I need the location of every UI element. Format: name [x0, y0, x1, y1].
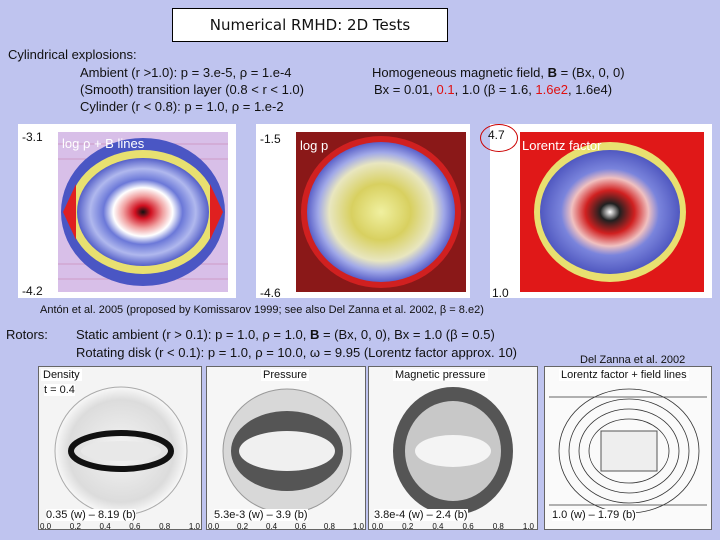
plot1-label: log ρ + B lines	[62, 136, 145, 151]
tick: 0.6	[129, 522, 141, 531]
plot-log-rho	[18, 124, 236, 298]
tick: 0.2	[236, 522, 249, 531]
title-text: Numerical RMHD: 2D Tests	[209, 16, 411, 34]
tick: 0.8	[492, 522, 504, 531]
panel-pressure: Pressure	[206, 366, 366, 530]
plot1-max: -3.1	[22, 130, 43, 144]
magnetic-x-ticks: 0.0 0.2 0.4 0.6 0.8 1.0	[372, 522, 534, 531]
plot3-label: Lorentz factor	[522, 138, 602, 153]
tick: 1.0	[352, 522, 364, 531]
cyl-transition: (Smooth) transition layer (0.8 < r < 1.0…	[80, 82, 304, 97]
tick: 0.8	[323, 522, 335, 531]
tick: 1.0	[188, 522, 200, 531]
plot2-max: -1.5	[260, 132, 281, 146]
plot1-min: -4.2	[22, 284, 43, 298]
pressure-x-ticks: 0.0 0.2 0.4 0.6 0.8 1.0	[208, 522, 364, 531]
plot3-min: 1.0	[492, 286, 509, 300]
plot-lorentz-image	[520, 132, 704, 292]
cyl-field: Homogeneous magnetic field, B = (Bx, 0, …	[372, 64, 625, 81]
rotors-static-text: Static ambient (r > 0.1): p = 1.0, ρ = 1…	[76, 327, 310, 342]
lorentz-field-title: Lorentz factor + field lines	[559, 369, 689, 381]
tick: 0.8	[159, 522, 171, 531]
panel-lorentz-field: Lorentz factor + field lines	[544, 366, 712, 530]
field-bold: B	[547, 65, 557, 80]
tick: 0.0	[372, 522, 384, 531]
pressure-image	[207, 367, 365, 529]
density-image	[39, 367, 201, 529]
del-zanna-credit: Del Zanna et al. 2002	[580, 354, 686, 366]
rotors-disk: Rotating disk (r < 0.1): p = 1.0, ρ = 10…	[76, 345, 518, 360]
tick: 0.2	[69, 522, 81, 531]
pressure-range: 5.3e-3 (w) – 3.9 (b)	[214, 509, 308, 521]
tick: 0.0	[40, 522, 52, 531]
highlight-circle	[480, 124, 518, 152]
tick: 0.0	[208, 522, 220, 531]
lorentz-field-image	[545, 367, 711, 529]
panel-magnetic-pressure: Magnetic pressure	[368, 366, 538, 530]
magnetic-pressure-image	[369, 367, 537, 529]
rotors-static-rest: = (Bx, 0, 0), Bx = 1.0 (β = 0.5)	[319, 327, 495, 342]
bx-red: 0.1	[436, 82, 455, 97]
reference-text: Antón et al. 2005 (proposed by Komissaro…	[40, 304, 484, 316]
tick: 0.2	[402, 522, 414, 531]
bx-end: , 1.6e4)	[567, 82, 613, 97]
density-range: 0.35 (w) – 8.19 (b)	[46, 509, 136, 521]
tick: 0.6	[294, 522, 307, 531]
magnetic-pressure-range: 3.8e-4 (w) – 2.4 (b)	[374, 509, 468, 521]
lorentz-field-range: 1.0 (w) – 1.79 (b)	[552, 509, 636, 521]
density-x-ticks: 0.0 0.2 0.4 0.6 0.8 1.0	[40, 522, 200, 531]
tick: 0.4	[432, 522, 444, 531]
plot2-min: -4.6	[260, 286, 281, 300]
cyl-heading: Cylindrical explosions:	[8, 47, 137, 62]
rotors-heading: Rotors:	[6, 327, 48, 342]
time-label: t = 0.4	[44, 384, 75, 396]
cyl-cylinder: Cylinder (r < 0.8): p = 1.0, ρ = 1.e-2	[80, 99, 284, 114]
plot3-max: 4.7	[488, 128, 505, 142]
bx-mid: , 1.0 (β = 1.6,	[454, 82, 536, 97]
pressure-title: Pressure	[261, 369, 310, 381]
cyl-bx: Bx = 0.01, 0.1, 1.0 (β = 1.6, 1.6e2, 1.6…	[374, 81, 612, 98]
field-text: Homogeneous magnetic field,	[372, 65, 548, 80]
tick: 1.0	[522, 522, 534, 531]
slide-title: Numerical RMHD: 2D Tests	[172, 8, 448, 42]
plot-log-p	[256, 124, 470, 298]
density-title: Density	[41, 369, 82, 381]
tick: 0.6	[462, 522, 474, 531]
tick: 0.4	[99, 522, 111, 531]
field-rest: = (Bx, 0, 0)	[557, 65, 625, 80]
plot-log-rho-image	[58, 132, 228, 292]
tick: 0.4	[265, 522, 278, 531]
plot-lorentz	[490, 124, 712, 298]
beta-red: 1.6e2	[535, 82, 568, 97]
plot-log-p-image	[296, 132, 466, 292]
bx-prefix: Bx = 0.01,	[374, 82, 437, 97]
magnetic-pressure-title: Magnetic pressure	[393, 369, 488, 381]
cyl-ambient: Ambient (r >1.0): p = 3.e-5, ρ = 1.e-4	[80, 65, 292, 80]
rotors-static-bold: B	[309, 327, 320, 342]
reference: Antón et al. 2005 (proposed by Komissaro…	[40, 304, 484, 316]
rotors-static: Static ambient (r > 0.1): p = 1.0, ρ = 1…	[76, 326, 495, 343]
plot2-label: log p	[300, 138, 329, 153]
